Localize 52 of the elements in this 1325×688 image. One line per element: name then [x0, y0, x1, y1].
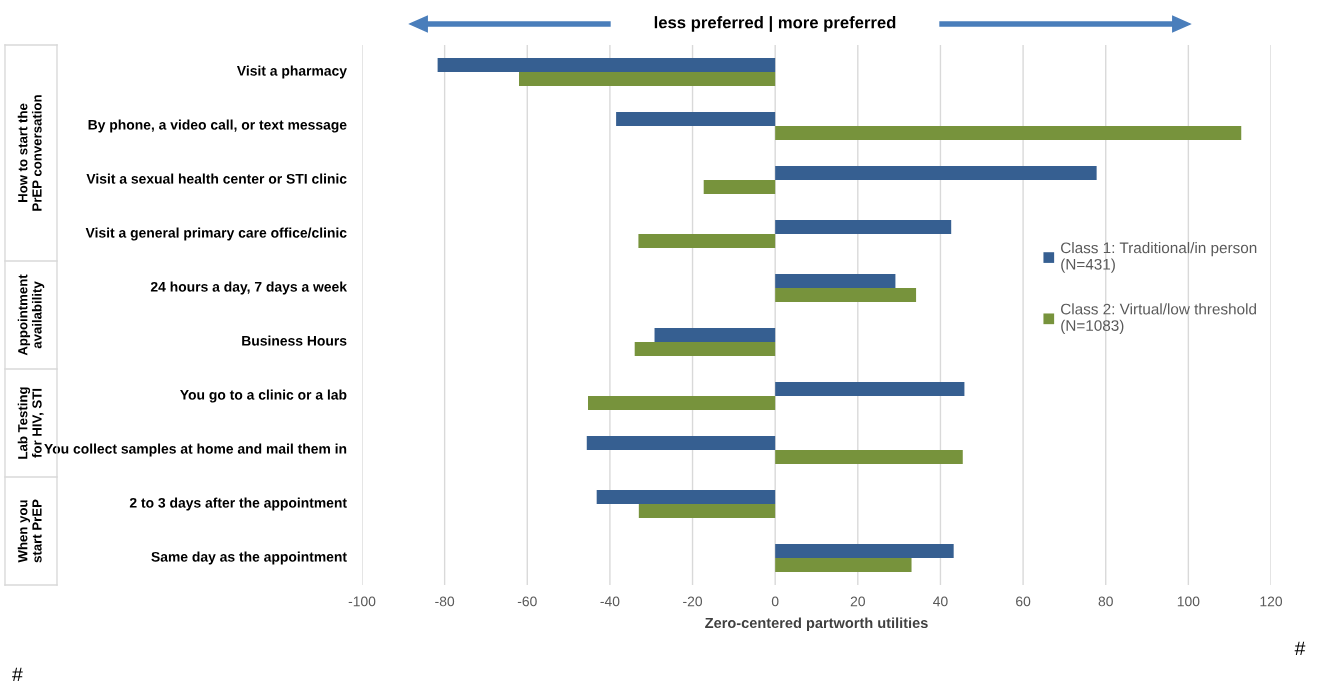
text: When you start PrEP [17, 499, 42, 563]
text: Appointment availability [17, 274, 45, 356]
x-tick-label: -40 [600, 596, 620, 607]
bar [775, 288, 917, 303]
text: # [12, 667, 23, 682]
x-tick-label: -100 [348, 596, 376, 607]
bar [775, 381, 965, 396]
bar [775, 450, 963, 465]
x-tick-label: 0 [771, 596, 779, 607]
bar [596, 489, 776, 504]
bar [775, 219, 952, 234]
bar [775, 126, 1242, 141]
y-tick-label: 24 hours a day, 7 days a week [150, 281, 348, 295]
bar [775, 543, 954, 558]
text: less preferred | more preferred [654, 16, 896, 32]
bar [437, 57, 776, 72]
bar [638, 504, 776, 519]
text: Lab Testing for HIV, STI [17, 387, 44, 459]
bar [616, 111, 776, 126]
bar [703, 180, 776, 195]
bar [586, 435, 776, 450]
x-tick-label: 80 [1098, 596, 1113, 607]
bar [588, 396, 776, 411]
text: # [1294, 641, 1306, 656]
y-tick-label: By phone, a video call, or text message [88, 119, 347, 133]
y-tick-label: You collect samples at home and mail them in [44, 443, 347, 457]
x-tick-label: -80 [435, 596, 455, 607]
y-tick-label: Visit a pharmacy [236, 65, 347, 79]
legend-label: Class 2: Virtual/low threshold (N=1083) [1061, 303, 1256, 334]
y-tick-label: Visit a sexual health center or STI clinic [86, 173, 347, 184]
y-tick-label: Same day as the appointment [151, 551, 347, 565]
y-tick-label: 2 to 3 days after the appointment [129, 497, 347, 511]
bar [775, 165, 1097, 180]
bar [519, 72, 776, 87]
x-axis-title: Zero-centered partworth utilities [705, 617, 928, 631]
x-tick-label: 120 [1260, 596, 1283, 607]
text: How to start the PrEP conversation [17, 95, 42, 211]
x-tick-label: 100 [1177, 596, 1200, 607]
x-tick-label: 60 [1016, 596, 1031, 607]
bar [775, 273, 896, 288]
bar [638, 234, 776, 249]
x-tick-label: -60 [517, 596, 537, 607]
y-tick-label: You go to a clinic or a lab [180, 389, 347, 403]
bar [634, 342, 776, 357]
y-tick-label: Visit a general primary care office/clinic [85, 227, 347, 241]
legend-label: Class 1: Traditional/in person (N=431) [1061, 242, 1257, 273]
bar [654, 327, 776, 342]
x-tick-label: 40 [933, 596, 948, 607]
x-tick-label: -20 [683, 596, 703, 607]
bar [775, 558, 912, 573]
y-tick-label: Business Hours [242, 335, 347, 346]
x-tick-label: 20 [850, 596, 865, 607]
